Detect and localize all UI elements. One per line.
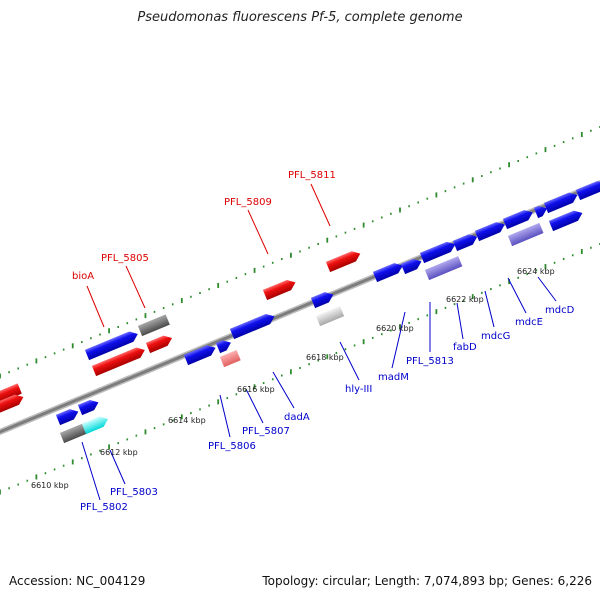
kbp-scale-label: 6610 kbp [31,481,69,490]
kbp-scale-label: 6620 kbp [376,324,414,333]
inner-gene-label: PFL_5813 [406,356,454,367]
kbp-scale-label: 6622 kbp [446,295,484,304]
inner-gene-label: dadA [284,412,310,423]
inner-gene-label: mdcG [481,331,510,342]
inner-label-connector [507,277,527,314]
inner-label-connector [81,441,101,501]
kbp-scale-label: 6618 kbp [306,353,344,362]
outer-gene-label: bioA [72,271,94,282]
inner-label-connector [537,276,557,302]
inner-label-connector [456,302,464,340]
kbp-scale-label: 6624 kbp [517,267,555,276]
inner-gene-labels: PFL_5802 PFL_5803 PFL_5806 PFL_5807 dadA hly-… [80,305,575,513]
outer-label-connector [125,265,146,309]
gene-arrow [533,206,548,219]
outer-label-connector [310,183,331,227]
inner-gene-label: PFL_5803 [110,487,158,498]
inner-gene-label: PFL_5806 [208,441,256,452]
gene-arrow [0,394,24,416]
inner-gene-label: mdcE [515,317,543,328]
gene-arrow [474,222,505,242]
inner-label-connector [339,341,360,381]
inner-tick-track [0,243,600,495]
gene-arrow [91,347,145,377]
gene-arrow [59,422,90,444]
gene-arrow [77,399,99,416]
inner-label-connector [109,449,126,485]
gene-arrow [507,222,544,247]
gene-arrow [262,279,296,301]
outer-gene-label: PFL_5809 [224,197,272,208]
inner-label-connector [391,311,406,369]
gene-arrow [548,210,583,232]
gene-arrow [575,181,600,201]
gene-arrow [84,331,138,361]
gene-arrow [419,241,456,264]
gene-arrow [81,416,109,435]
kbp-scale-label: 6612 kbp [100,448,138,457]
inner-label-connector [245,388,264,424]
gene-arrow [310,292,334,309]
gene-arrow [229,313,275,340]
accession-text: Accession: NC_004129 [9,574,146,588]
gene-arrow [543,192,578,214]
inner-label-connector [219,394,231,438]
label-connectors [81,183,557,501]
gene-arrow [0,383,22,406]
inner-gene-label: madM [378,372,409,383]
outer-tick-track [0,126,600,379]
gene-arrow [145,335,173,354]
inner-gene-label: PFL_5807 [242,426,290,437]
outer-label-connector [86,285,105,328]
gene-arrow [400,258,422,275]
inner-gene-label: fabD [453,342,477,353]
gene-arrow [215,340,231,354]
inner-label-connector [272,371,295,409]
inner-gene-label: hly-III [345,384,372,395]
inner-gene-label: mdcD [545,305,575,316]
gene-arrow [502,210,533,230]
gene-arrow [219,350,241,368]
gene-arrow [55,409,79,426]
outer-gene-labels: bioA PFL_5805 PFL_5809 PFL_5811 [72,170,336,282]
kbp-scale-label: 6614 kbp [168,416,206,425]
outer-gene-label: PFL_5811 [288,170,336,181]
gene-arrow [137,314,170,337]
gene-arrow [424,256,463,281]
gene-arrow [452,234,478,252]
kbp-scale-labels: 6610 kbp 6612 kbp 6614 kbp 6616 kbp 6618 kbp… [31,267,555,490]
gene-arrow [372,263,403,283]
kbp-scale-label: 6616 kbp [237,385,275,394]
inner-gene-label: PFL_5802 [80,502,128,513]
inner-label-connector [484,290,495,328]
outer-label-connector [247,209,269,255]
gene-features [0,181,600,444]
gene-arrow [183,345,216,366]
topology-text: Topology: circular; Length: 7,074,893 bp… [262,574,592,588]
gene-arrow [325,251,361,273]
map-title: Pseudomonas fluorescens Pf-5, complete g… [137,10,463,25]
gene-arrow [315,305,345,327]
outer-gene-label: PFL_5805 [101,253,149,264]
